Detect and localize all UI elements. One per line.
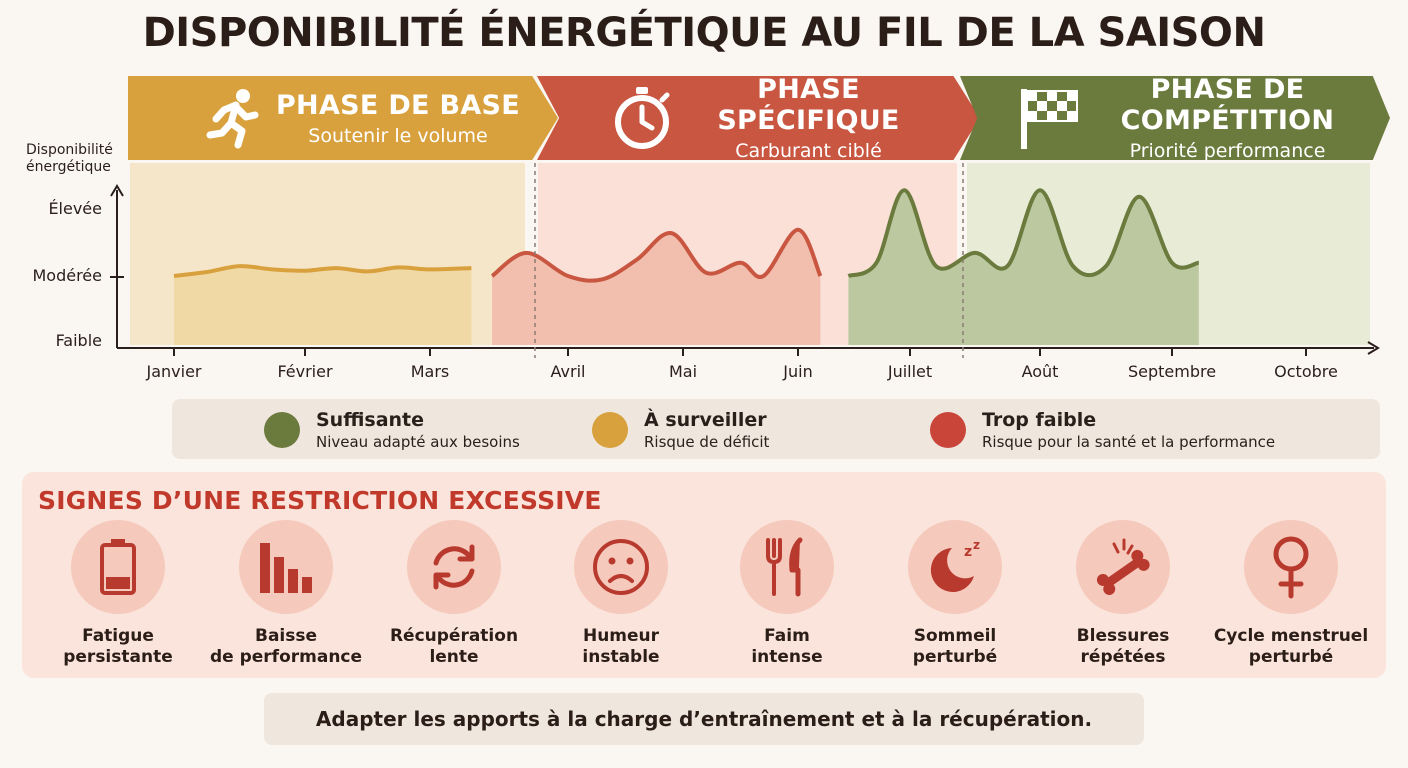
checkered-flag-icon: [1021, 89, 1078, 149]
x-tick-label: Août: [1021, 362, 1059, 381]
x-tick-label: Octobre: [1274, 362, 1338, 381]
y-axis-title-line: énergétique: [26, 159, 111, 175]
y-axis-arrow: [110, 184, 124, 197]
phase-name: PHASE DE BASE: [275, 89, 521, 121]
x-tick-label: Février: [277, 362, 333, 381]
sign-label-line: perturbé: [1248, 647, 1334, 667]
sign-hunger: Faim intense: [703, 520, 871, 668]
legend-title: À surveiller: [644, 409, 767, 431]
y-level-low: Faible: [55, 331, 102, 350]
sign-label-line: Sommeil: [913, 626, 997, 646]
legend-item-watch: À surveiller Risque de déficit: [592, 409, 769, 451]
series-area: [174, 266, 472, 345]
running-person-icon: [206, 89, 259, 149]
series-line: [173, 264, 472, 278]
sign-mood: Humeur instable: [537, 520, 705, 668]
broken-bone-icon: [1096, 538, 1150, 595]
phase-banner-base: PHASE DE BASE Soutenir le volume: [128, 76, 558, 160]
svg-text:z: z: [964, 544, 972, 560]
y-axis-title: Disponibilité énergétique: [26, 142, 113, 176]
phase-banner-competition: PHASE DE COMPÉTITION Priorité performanc…: [960, 76, 1390, 160]
sign-label-line: perturbé: [912, 647, 998, 667]
sign-performance: Baisse de performance: [202, 520, 370, 668]
x-tick-label: Juillet: [887, 362, 933, 381]
page-title: DISPONIBILITÉ ÉNERGÉTIQUE AU FIL DE LA S…: [142, 10, 1266, 56]
sign-recovery: Récupération lente: [370, 520, 538, 668]
x-axis-arrow: [1367, 341, 1380, 355]
legend-subtitle: Risque de déficit: [644, 433, 770, 451]
sign-label-line: Cycle menstruel: [1213, 626, 1369, 646]
y-level-moderate: Modérée: [32, 266, 102, 285]
legend: Suffisante Niveau adapté aux besoins À s…: [172, 399, 1380, 459]
sign-sleep: z z Sommeil perturbé: [871, 520, 1039, 668]
energy-chart: [110, 163, 1380, 358]
sign-label-line: instable: [582, 647, 660, 667]
legend-title: Trop faible: [982, 409, 1097, 431]
series-line: [490, 227, 823, 283]
series-line: [847, 188, 1200, 278]
sign-label-line: Blessures: [1076, 626, 1170, 646]
sign-label-line: persistante: [63, 647, 173, 667]
x-tick-label: Juin: [783, 362, 813, 381]
x-tick-label: Janvier: [146, 362, 202, 381]
x-tick-label: Mars: [410, 362, 450, 381]
phase-name: PHASE DE COMPÉTITION: [1120, 74, 1335, 136]
low-battery-icon: [100, 539, 136, 595]
legend-item-too-low: Trop faible Risque pour la santé et la p…: [930, 409, 1275, 451]
sign-label-line: lente: [429, 647, 479, 667]
sign-label-line: répétées: [1080, 647, 1166, 667]
x-tick-label: Septembre: [1127, 362, 1217, 381]
sign-label-line: Baisse: [254, 626, 318, 646]
sign-label-line: intense: [751, 647, 823, 667]
legend-subtitle: Niveau adapté aux besoins: [316, 433, 520, 451]
svg-text:z: z: [973, 538, 980, 552]
fork-knife-icon: [766, 537, 803, 597]
sign-label-line: Humeur: [582, 626, 660, 646]
legend-dot: [930, 412, 966, 448]
legend-item-sufficient: Suffisante Niveau adapté aux besoins: [264, 409, 520, 451]
signs-title: SIGNES D’UNE RESTRICTION EXCESSIVE: [38, 486, 602, 515]
moon-sleep-icon: z z: [930, 538, 980, 592]
legend-subtitle: Risque pour la santé et la performance: [982, 433, 1276, 451]
sign-fatigue: Fatigue persistante: [34, 520, 202, 668]
sign-label-line: Fatigue: [82, 626, 154, 646]
refresh-arrows-icon: [433, 544, 475, 590]
restriction-signs-panel: SIGNES D’UNE RESTRICTION EXCESSIVE Fatig…: [22, 472, 1386, 678]
phase-subtitle: Soutenir le volume: [308, 124, 488, 147]
x-tick-label: Avril: [550, 362, 586, 381]
declining-bars-icon: [260, 543, 312, 593]
footer-message: Adapter les apports à la charge d’entraî…: [264, 693, 1144, 745]
sign-label-line: Récupération: [389, 626, 519, 646]
phase-subtitle: Carburant ciblé: [735, 140, 882, 162]
phase-subtitle: Priorité performance: [1129, 140, 1326, 162]
sign-label-line: Faim: [764, 626, 810, 646]
sign-injuries: Blessures répétées: [1039, 520, 1207, 668]
sad-face-icon: [593, 539, 649, 595]
phase-banner-specific: PHASE SPÉCIFIQUE Carburant ciblé: [537, 76, 980, 160]
sign-menstrual: Cycle menstruel perturbé: [1207, 520, 1375, 668]
legend-title: Suffisante: [316, 409, 425, 431]
legend-dot: [264, 412, 300, 448]
phase-name: PHASE SPÉCIFIQUE: [717, 74, 900, 136]
female-symbol-icon: [1273, 536, 1309, 599]
y-axis-title-line: Disponibilité: [26, 142, 113, 158]
stopwatch-icon: [615, 87, 670, 149]
x-tick-label: Mai: [668, 362, 698, 381]
series-area: [492, 229, 821, 345]
series-area: [848, 190, 1199, 345]
legend-dot: [592, 412, 628, 448]
y-level-high: Élevée: [48, 199, 102, 218]
sign-label-line: de performance: [209, 647, 363, 667]
